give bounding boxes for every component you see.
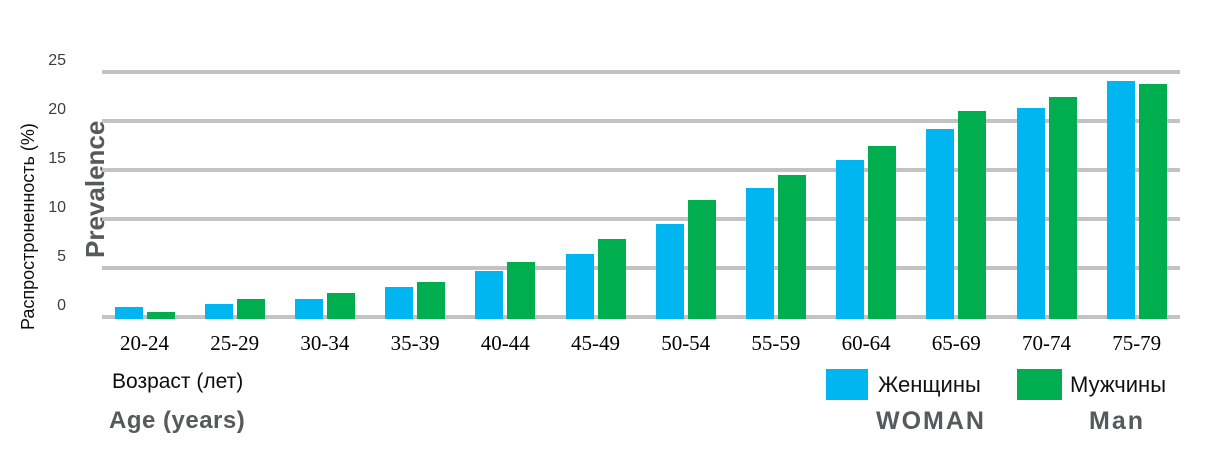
x-tick-label-65-69: 65-69: [931, 331, 981, 355]
bar-men-35-39: [417, 281, 446, 319]
x-axis-title-russian: Возраст (лет): [112, 370, 244, 393]
bar-women-60-64: [836, 160, 865, 319]
x-tick-label-75-79: 75-79: [1112, 331, 1162, 355]
bar-men-65-69: [958, 111, 987, 319]
legend-label-women: Женщины: [878, 372, 981, 397]
bar-women-40-44: [475, 270, 504, 319]
y-tick-label-0: 0: [57, 297, 66, 314]
bar-women-30-34: [294, 299, 323, 319]
y-gridline-25: [102, 70, 1180, 74]
bar-men-25-29: [236, 299, 265, 319]
bar-women-70-74: [1016, 108, 1045, 319]
x-tick-label-40-44: 40-44: [480, 331, 530, 355]
bar-women-75-79: [1106, 80, 1135, 319]
y-gridline-10: [102, 217, 1180, 221]
x-tick-label-30-34: 30-34: [300, 331, 350, 355]
y-gridline-5: [102, 266, 1180, 270]
bar-men-45-49: [597, 238, 626, 319]
bar-women-50-54: [655, 223, 684, 319]
x-tick-label-55-59: 55-59: [751, 331, 801, 355]
y-gridline-20: [102, 119, 1180, 123]
x-tick-label-45-49: 45-49: [571, 331, 620, 355]
y-gridline-15: [102, 168, 1180, 172]
x-tick-label-25-29: 25-29: [210, 331, 260, 355]
bar-women-55-59: [745, 187, 774, 319]
bar-men-60-64: [868, 146, 897, 319]
bar-men-55-59: [777, 174, 806, 319]
bar-men-70-74: [1048, 97, 1077, 319]
bar-men-50-54: [687, 200, 716, 319]
y-tick-label-20: 20: [48, 101, 66, 118]
bar-men-40-44: [507, 262, 536, 319]
y-gridline-0: [102, 315, 1180, 319]
legend-swatch-men: [1017, 369, 1062, 400]
legend-label-men: Мужчины: [1070, 372, 1167, 397]
legend-sublabel-woman: WOMAN: [876, 407, 986, 435]
bar-men-30-34: [326, 293, 355, 319]
y-tick-label-25: 25: [48, 52, 66, 69]
bar-women-20-24: [114, 307, 143, 319]
x-tick-label-60-64: 60-64: [841, 331, 891, 355]
x-axis-title-english: Age (years): [109, 407, 246, 434]
legend-sublabel-man: Man: [1089, 407, 1145, 435]
legend-swatch-women: [826, 369, 868, 400]
bar-women-35-39: [385, 286, 414, 319]
x-tick-label-20-24: 20-24: [120, 331, 169, 355]
y-tick-label-10: 10: [48, 199, 66, 216]
bar-men-20-24: [146, 312, 175, 319]
x-tick-label-35-39: 35-39: [390, 331, 440, 355]
bar-men-75-79: [1138, 83, 1167, 319]
y-tick-label-15: 15: [48, 150, 66, 167]
bar-women-25-29: [204, 304, 233, 319]
y-axis-title-english: Prevalence: [80, 120, 110, 258]
x-tick-label-70-74: 70-74: [1022, 331, 1071, 355]
bar-women-45-49: [565, 254, 594, 319]
x-tick-label-50-54: 50-54: [661, 331, 711, 355]
bar-women-65-69: [926, 128, 955, 319]
y-tick-label-5: 5: [57, 248, 66, 265]
